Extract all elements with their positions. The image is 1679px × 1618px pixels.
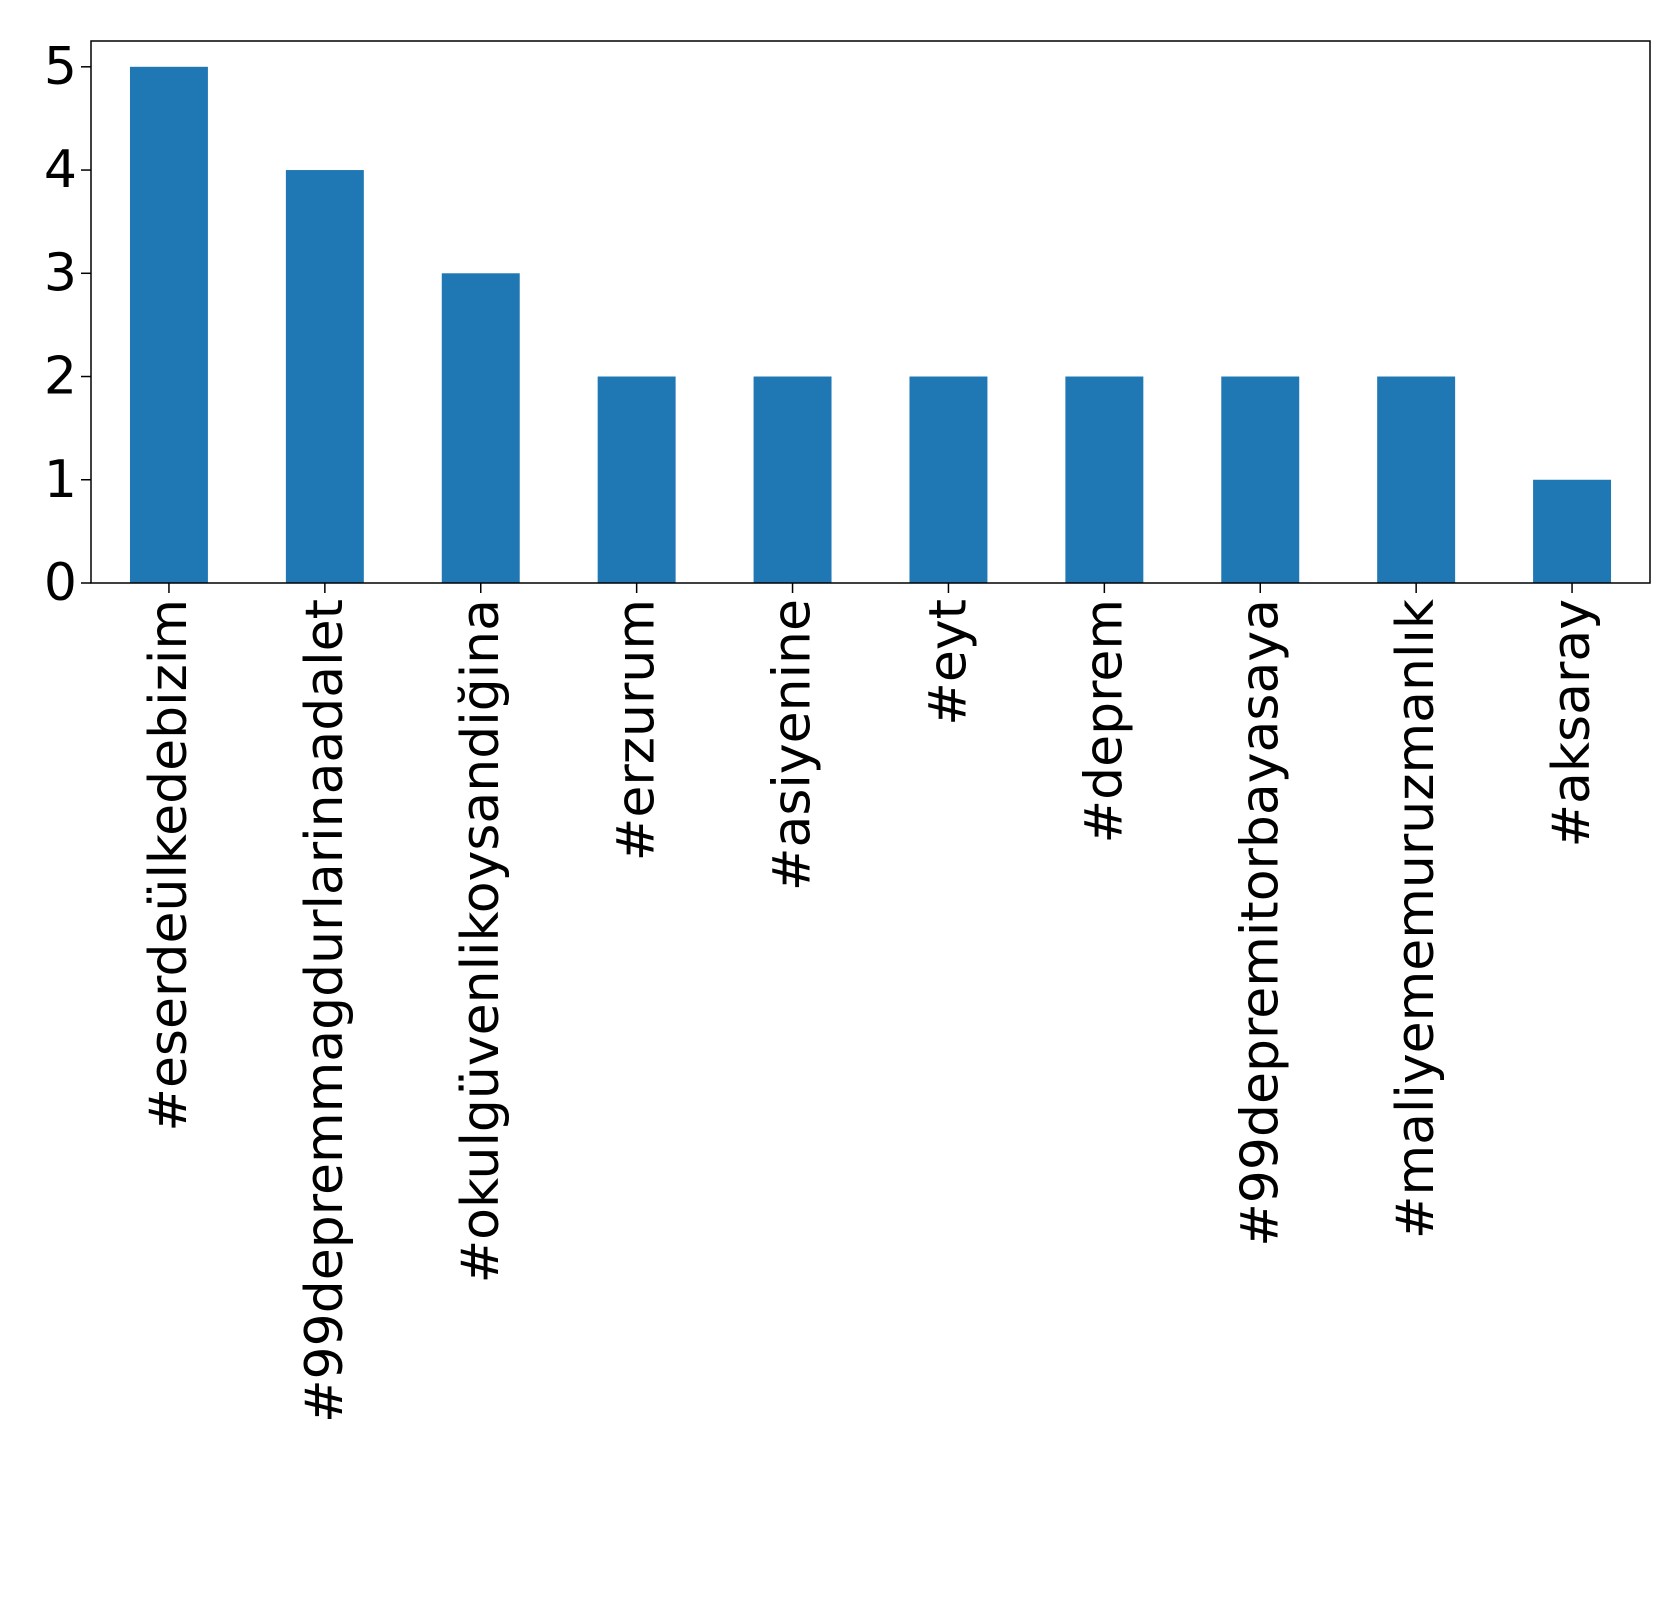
y-tick-label: 5 [44,37,77,97]
y-tick-label: 1 [44,450,77,510]
y-tick-label: 0 [44,553,77,613]
bar [1533,479,1612,583]
y-tick-label: 4 [44,140,77,200]
bar [1065,376,1144,583]
x-category-label: #eyt [918,599,978,726]
x-category-label: #erzurum [607,599,667,861]
x-category-label: #maliyememuruzmanlık [1386,599,1446,1239]
bar [129,66,208,583]
x-category-label: #99depremitorbayasaya [1230,599,1290,1247]
bars-layer [129,66,1612,584]
bar [753,376,832,583]
x-category-label: #eserdeülkedebizim [139,599,199,1132]
y-tick-label: 3 [44,243,77,303]
x-category-label: #99depremmagdurlarinaadalet [295,599,355,1423]
bar [441,273,520,583]
x-category-label: #okulgüvenlikoysandiğina [451,599,511,1283]
y-tick-label: 2 [44,347,77,407]
x-axis: #eserdeülkedebizim #99depremmagdurlarinaa… [139,583,1602,1423]
x-category-label: #deprem [1074,599,1134,843]
x-category-label: #asiyenine [763,599,823,891]
bar [597,376,676,583]
plot-frame [90,40,1651,584]
y-axis: 0 1 2 3 4 5 [44,37,91,613]
bar [1377,376,1456,583]
bar [1221,376,1300,583]
bar [285,170,364,584]
bar [909,376,988,583]
x-category-label: #aksaray [1542,599,1602,848]
